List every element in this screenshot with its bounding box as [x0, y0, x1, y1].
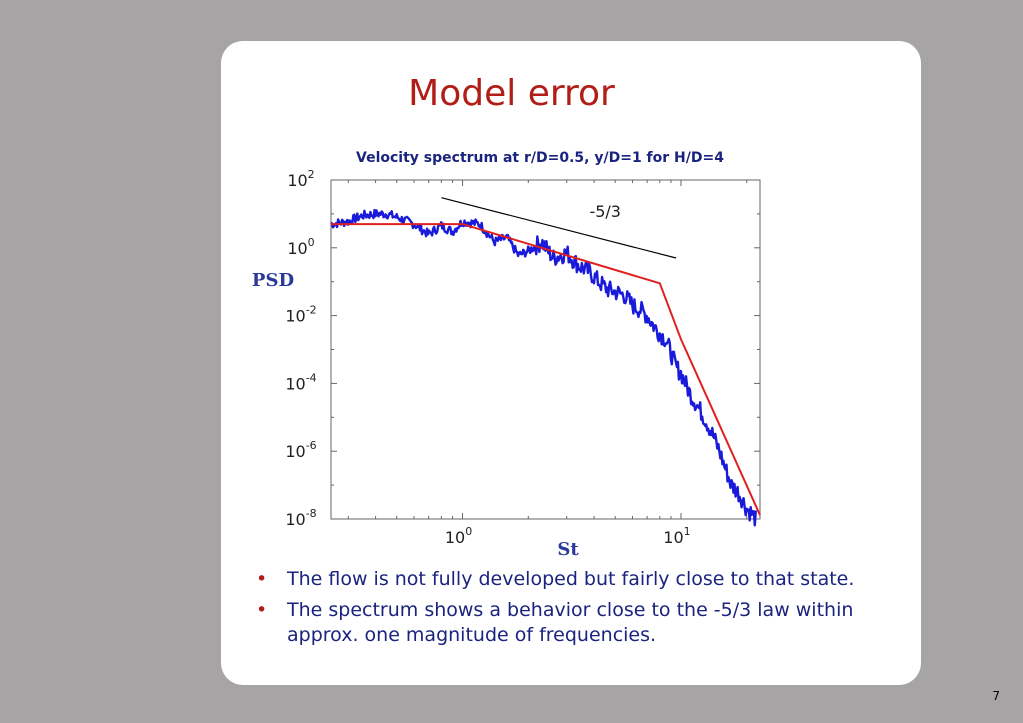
y-tick-label: 10-2	[285, 304, 316, 326]
slope-reference-line	[441, 197, 677, 259]
y-tick-label-exponent: -6	[306, 439, 317, 452]
bullet-list: • The flow is not fully developed but fa…	[256, 567, 886, 654]
y-tick-label: 10-6	[285, 439, 316, 461]
y-tick-label-exponent: -4	[306, 371, 317, 384]
y-axis-label: PSD	[252, 270, 294, 291]
x-tick-label-exponent: 0	[465, 525, 472, 538]
chart-title: Velocity spectrum at r/D=0.5, y/D=1 for …	[356, 150, 724, 166]
y-tick-label: 10-4	[285, 371, 316, 393]
y-tick-label: 102	[287, 168, 314, 190]
slope-annotation: -5/3	[589, 202, 621, 221]
bullet-item: • The flow is not fully developed but fa…	[256, 567, 886, 592]
x-tick-label-base: 10	[663, 528, 683, 547]
slide-number: 7	[992, 689, 1000, 703]
x-tick-label: 101	[663, 525, 690, 547]
y-tick-label-base: 10	[285, 374, 305, 393]
y-tick-label-base: 10	[287, 239, 307, 258]
x-tick-label-base: 10	[445, 528, 465, 547]
slide-card	[221, 41, 921, 685]
y-tick-label-exponent: 2	[308, 168, 315, 181]
y-tick-label: 10-8	[285, 507, 316, 529]
y-tick-label-base: 10	[285, 307, 305, 326]
y-tick-label-base: 10	[285, 510, 305, 529]
y-tick-label: 100	[287, 236, 314, 258]
psd-spectrum-line	[330, 208, 757, 527]
bullet-text: The spectrum shows a behavior close to t…	[287, 599, 854, 646]
bullet-dot-icon: •	[256, 568, 268, 590]
plot-frame	[330, 179, 761, 520]
bullet-item: • The spectrum shows a behavior close to…	[256, 598, 886, 648]
y-tick-label-base: 10	[287, 171, 307, 190]
y-tick-label-base: 10	[285, 442, 305, 461]
x-axis-label: St	[557, 539, 579, 560]
x-tick-label-exponent: 1	[684, 525, 691, 538]
y-tick-label-exponent: 0	[308, 236, 315, 249]
model-fit-line	[331, 223, 761, 516]
slide-title: Model error	[408, 73, 615, 114]
y-tick-label-exponent: -8	[306, 507, 317, 520]
bullet-dot-icon: •	[256, 599, 268, 621]
y-tick-label-exponent: -2	[306, 304, 317, 317]
x-tick-label: 100	[445, 525, 472, 547]
bullet-text: The flow is not fully developed but fair…	[287, 568, 855, 590]
